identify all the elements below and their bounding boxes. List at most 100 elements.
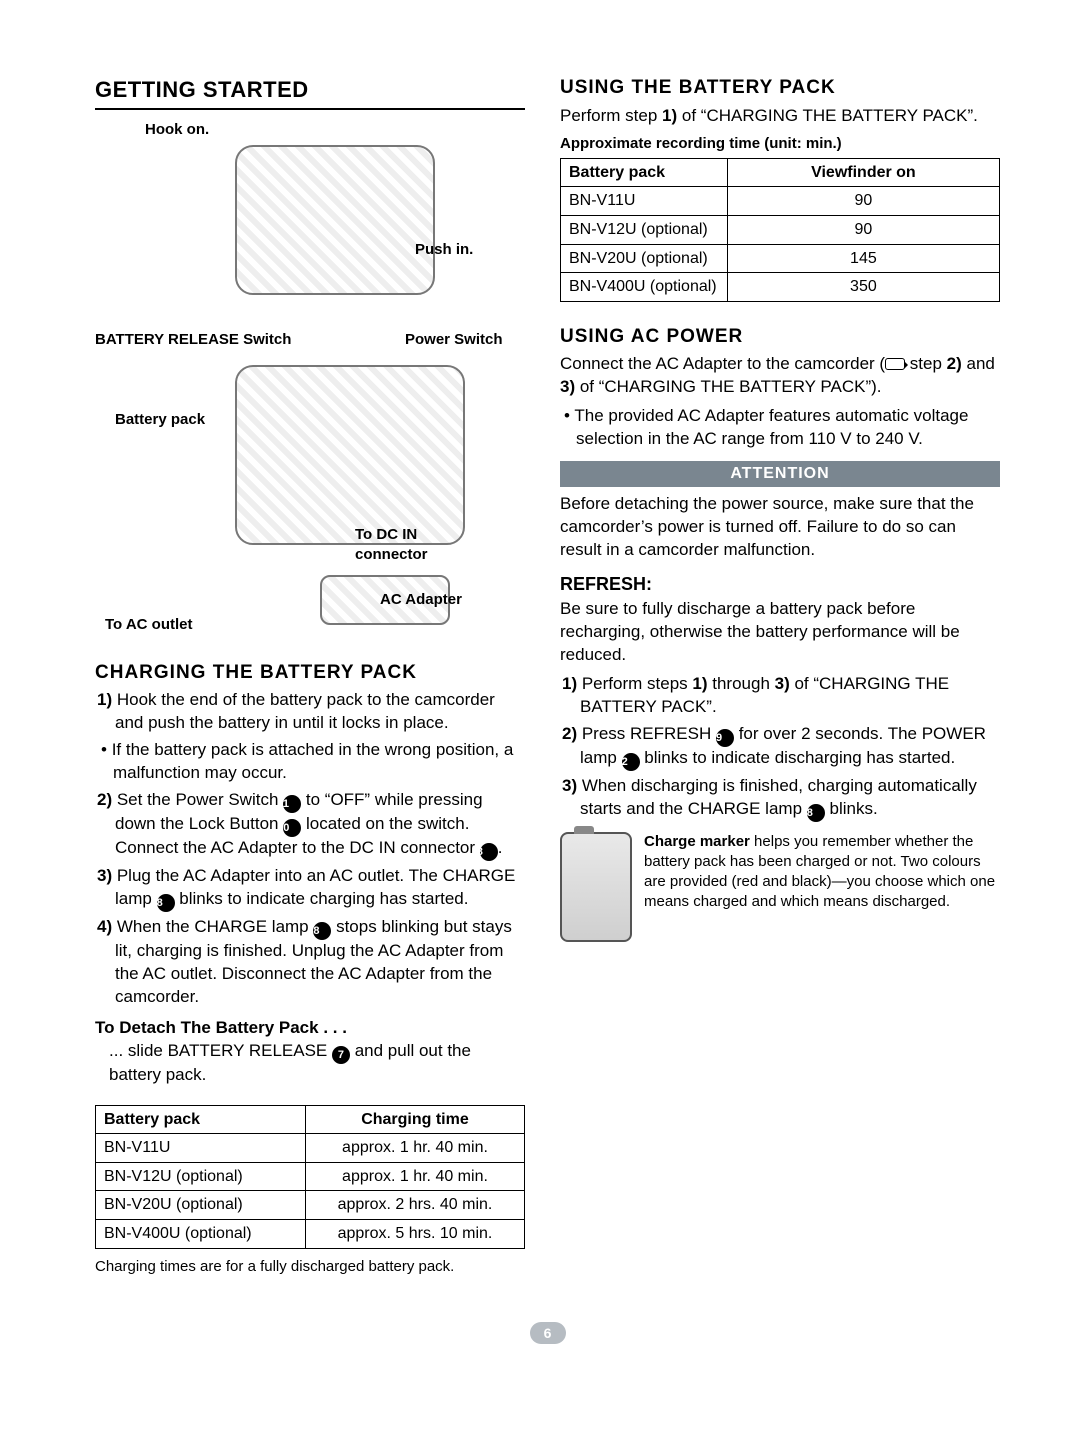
t: Charge marker	[644, 833, 750, 850]
circled-18-icon: 18	[157, 894, 175, 912]
circled-7-icon: 7	[332, 1046, 350, 1064]
charging-steps: 1) Hook the end of the battery pack to t…	[95, 689, 525, 1009]
cell: 350	[727, 273, 999, 302]
circled-12-icon: 12	[622, 753, 640, 771]
t: When the CHARGE lamp	[117, 917, 314, 936]
step-1: 1) Hook the end of the battery pack to t…	[97, 689, 525, 735]
t: of “CHARGING THE BATTERY PACK”.	[677, 106, 978, 125]
cell: BN-V400U (optional)	[96, 1220, 306, 1249]
t: through	[708, 674, 775, 693]
table-row: BN-V20U (optional)145	[561, 244, 1000, 273]
circled-8-icon: 8	[480, 843, 498, 861]
rstep-3: 3) When discharging is finished, chargin…	[562, 775, 1000, 822]
table-row: BN-V400U (optional)approx. 5 hrs. 10 min…	[96, 1220, 525, 1249]
t: step	[905, 354, 947, 373]
step-1-text: Hook the end of the battery pack to the …	[115, 690, 495, 732]
t: and	[962, 354, 995, 373]
cell: BN-V11U	[96, 1134, 306, 1163]
t: blinks.	[825, 799, 878, 818]
manual-page: GETTING STARTED Hook on. Push in. BATTER…	[95, 75, 1000, 1277]
t: blinks to indicate charging has started.	[175, 889, 469, 908]
left-column: GETTING STARTED Hook on. Push in. BATTER…	[95, 75, 525, 1277]
using-ac-bullet: • The provided AC Adapter features autom…	[560, 405, 1000, 451]
cell: approx. 5 hrs. 10 min.	[305, 1220, 524, 1249]
t: Set the Power Switch	[117, 790, 283, 809]
step-4: 4) When the CHARGE lamp 18 stops blinkin…	[97, 916, 525, 1009]
t: 1)	[662, 106, 677, 125]
refresh-steps: 1) Perform steps 1) through 3) of “CHARG…	[560, 673, 1000, 822]
charge-marker-text: Charge marker helps you remember whether…	[644, 832, 1000, 942]
label-hook-on: Hook on.	[145, 120, 209, 140]
step-2: 2) Set the Power Switch 11 to “OFF” whil…	[97, 789, 525, 861]
t: of “CHARGING THE BATTERY PACK”).	[575, 377, 881, 396]
cell: 145	[727, 244, 999, 273]
table-row: BN-V400U (optional)350	[561, 273, 1000, 302]
label-ac-outlet: To AC outlet	[105, 615, 192, 635]
using-battery-heading: USING THE BATTERY PACK	[560, 75, 1000, 101]
t: 1)	[692, 674, 707, 693]
t: 2)	[947, 354, 962, 373]
t: Connect the AC Adapter to the camcorder …	[560, 354, 885, 373]
circled-18-icon: 18	[807, 804, 825, 822]
recording-time-table: Battery pack Viewfinder on BN-V11U90 BN-…	[560, 158, 1000, 302]
t: Perform step	[560, 106, 662, 125]
using-ac-para: Connect the AC Adapter to the camcorder …	[560, 353, 1000, 399]
battery-icon	[560, 832, 632, 942]
cell: approx. 1 hr. 40 min.	[305, 1134, 524, 1163]
section-title: GETTING STARTED	[95, 75, 525, 110]
label-ac-adapter: AC Adapter	[380, 590, 462, 610]
detach-text: ... slide BATTERY RELEASE 7 and pull out…	[95, 1040, 525, 1087]
t: ... slide BATTERY RELEASE	[109, 1041, 332, 1060]
label-battery-release: BATTERY RELEASE Switch	[95, 330, 291, 350]
refresh-intro: Be sure to fully discharge a battery pac…	[560, 598, 1000, 667]
reference-icon	[885, 358, 905, 370]
cell: BN-V400U (optional)	[561, 273, 728, 302]
using-ac-heading: USING AC POWER	[560, 324, 1000, 350]
using-battery-para: Perform step 1) of “CHARGING THE BATTERY…	[560, 105, 1000, 128]
cell: 90	[727, 187, 999, 216]
t: blinks to indicate discharging has start…	[640, 748, 956, 767]
refresh-heading: REFRESH:	[560, 572, 1000, 596]
t: 3)	[560, 377, 575, 396]
t: Perform steps	[582, 674, 693, 693]
attention-text: Before detaching the power source, make …	[560, 493, 1000, 562]
camcorder-side-illustration	[235, 365, 465, 545]
note-text: If the battery pack is attached in the w…	[112, 740, 514, 782]
page-number: 6	[530, 1322, 566, 1344]
label-battery-pack: Battery pack	[115, 410, 205, 430]
table-row: BN-V12U (optional)90	[561, 216, 1000, 245]
label-dc-in: To DC IN connector	[355, 525, 465, 566]
table-row: BN-V11U90	[561, 187, 1000, 216]
cell: BN-V20U (optional)	[561, 244, 728, 273]
col-charging-time: Charging time	[305, 1105, 524, 1134]
figure-area: Hook on. Push in. BATTERY RELEASE Switch…	[95, 120, 525, 640]
col-battery: Battery pack	[561, 158, 728, 187]
t: Press REFRESH	[582, 724, 716, 743]
table2-caption: Approximate recording time (unit: min.)	[560, 134, 1000, 154]
cell: BN-V11U	[561, 187, 728, 216]
circled-19-icon: 19	[716, 729, 734, 747]
rstep-2: 2) Press REFRESH 19 for over 2 seconds. …	[562, 723, 1000, 771]
cell: approx. 1 hr. 40 min.	[305, 1162, 524, 1191]
detach-heading: To Detach The Battery Pack . . .	[95, 1017, 525, 1040]
circled-18-icon: 18	[313, 922, 331, 940]
col-viewfinder: Viewfinder on	[727, 158, 999, 187]
table-row: BN-V11Uapprox. 1 hr. 40 min.	[96, 1134, 525, 1163]
cell: approx. 2 hrs. 40 min.	[305, 1191, 524, 1220]
t: When discharging is finished, charging a…	[580, 776, 977, 818]
t: The provided AC Adapter features automat…	[574, 406, 968, 448]
charging-time-table: Battery pack Charging time BN-V11Uapprox…	[95, 1105, 525, 1249]
table1-note: Charging times are for a fully discharge…	[95, 1257, 525, 1277]
step-1-note: • If the battery pack is attached in the…	[97, 739, 525, 785]
t: .	[498, 838, 503, 857]
label-push-in: Push in.	[415, 240, 473, 260]
attention-bar: ATTENTION	[560, 461, 1000, 487]
col-battery: Battery pack	[96, 1105, 306, 1134]
camcorder-top-illustration	[235, 145, 435, 295]
cell: BN-V20U (optional)	[96, 1191, 306, 1220]
table-row: BN-V20U (optional)approx. 2 hrs. 40 min.	[96, 1191, 525, 1220]
cell: BN-V12U (optional)	[96, 1162, 306, 1191]
charging-heading: CHARGING THE BATTERY PACK	[95, 660, 525, 686]
rstep-1: 1) Perform steps 1) through 3) of “CHARG…	[562, 673, 1000, 719]
label-power-switch: Power Switch	[405, 330, 503, 350]
